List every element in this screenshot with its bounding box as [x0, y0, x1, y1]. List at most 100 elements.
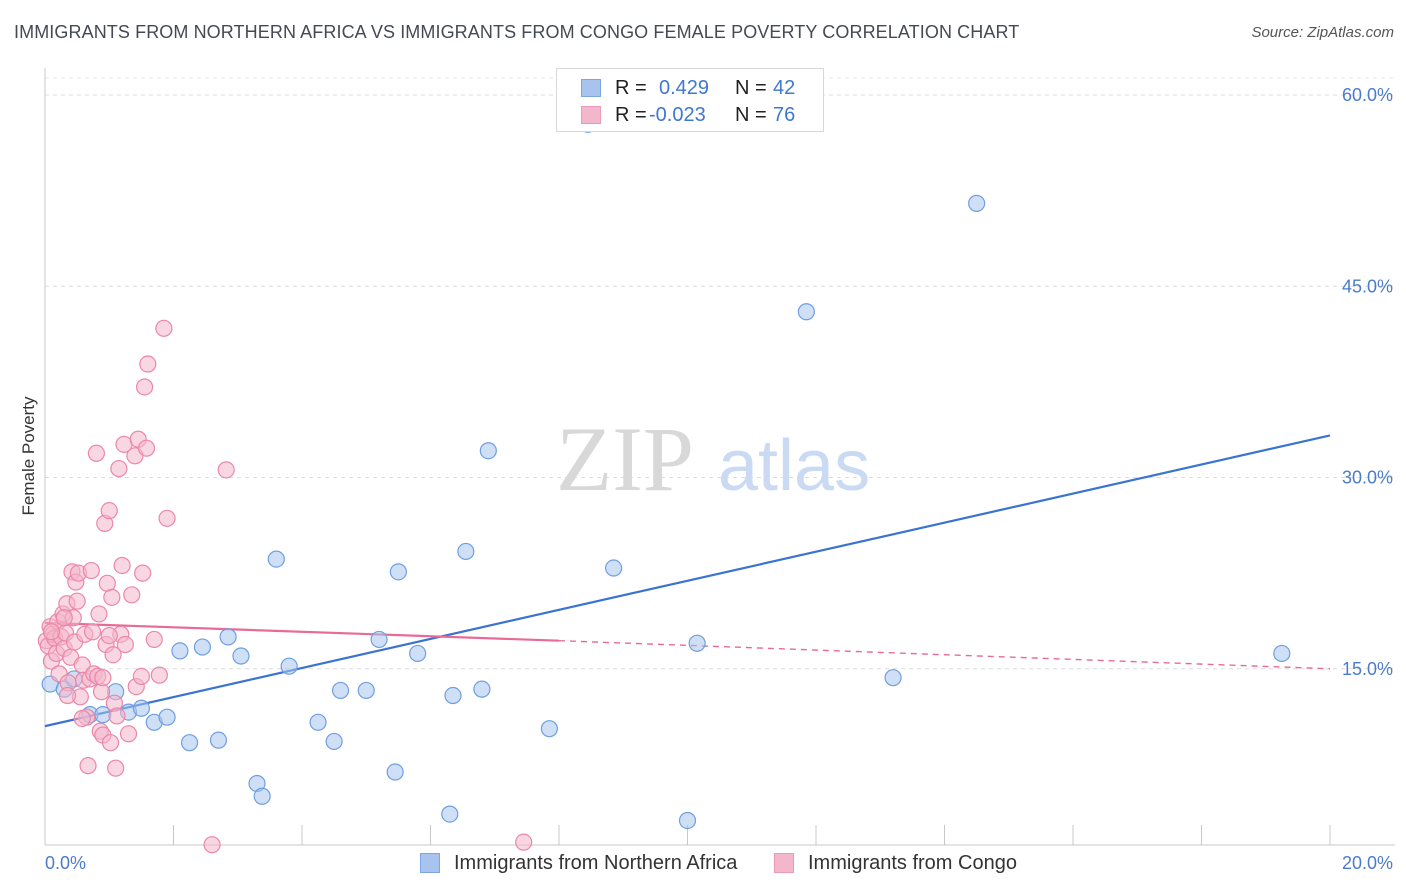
r-value: 0.429: [659, 77, 710, 99]
x-tick-label: 20.0%: [1342, 853, 1393, 873]
point-congo: [203, 836, 221, 854]
point-congo: [150, 666, 168, 684]
point-congo: [87, 444, 106, 462]
point-northern-africa: [473, 680, 491, 698]
point-congo: [94, 669, 112, 687]
y-axis-label: Female Poverty: [19, 396, 38, 516]
point-northern-africa: [968, 194, 986, 212]
point-congo: [103, 588, 121, 606]
legend-swatch-congo: [774, 853, 794, 873]
y-tick-label: 15.0%: [1342, 659, 1393, 679]
n-label: N =: [735, 77, 767, 99]
point-congo: [100, 626, 118, 645]
point-congo: [108, 707, 126, 725]
y-tick-labels: 15.0% 30.0% 45.0% 60.0%: [1342, 85, 1393, 679]
point-northern-africa: [267, 550, 285, 568]
grid-lines: [45, 77, 1395, 670]
point-congo: [145, 630, 163, 649]
r-value: -0.023: [649, 104, 706, 126]
point-congo: [119, 725, 138, 743]
n-label: N =: [735, 104, 767, 126]
watermark-atlas: atlas: [718, 426, 870, 506]
legend-label: Immigrants from Congo: [808, 852, 1017, 874]
point-congo: [79, 757, 97, 775]
point-northern-africa: [370, 630, 388, 649]
source-note: Source: ZipAtlas.com: [1251, 24, 1394, 41]
legend-swatch-northern-africa: [581, 79, 601, 97]
point-northern-africa: [688, 634, 706, 652]
point-northern-africa: [132, 699, 150, 717]
r-label: R =: [615, 77, 647, 99]
point-northern-africa: [331, 681, 350, 700]
n-value: 42: [773, 77, 796, 99]
point-congo: [101, 734, 120, 752]
y-tick-label: 60.0%: [1342, 85, 1393, 105]
point-northern-africa: [441, 805, 459, 823]
point-northern-africa: [479, 442, 497, 460]
trend-line: [44, 434, 1331, 728]
stats-legend: R = 0.429 N = 42 R = -0.023 N = 76: [556, 68, 824, 132]
x-tick-label: 0.0%: [45, 853, 86, 873]
point-northern-africa: [797, 303, 815, 321]
point-northern-africa: [389, 563, 407, 581]
point-northern-africa: [540, 720, 558, 738]
point-congo: [135, 378, 154, 396]
point-congo: [515, 833, 533, 851]
point-congo: [217, 461, 235, 479]
x-tick-labels: 0.0% 20.0%: [45, 853, 1393, 873]
point-congo: [42, 623, 61, 641]
point-congo: [110, 459, 128, 478]
point-northern-africa: [309, 713, 327, 731]
point-northern-africa: [193, 638, 212, 656]
point-congo: [134, 564, 152, 582]
point-northern-africa: [171, 642, 189, 660]
legend-swatch-congo: [581, 106, 601, 124]
point-northern-africa: [386, 763, 404, 781]
point-congo: [104, 646, 122, 664]
trend-line-extrapolated: [558, 640, 1331, 670]
point-congo: [137, 439, 156, 457]
y-tick-label: 45.0%: [1342, 276, 1393, 296]
point-northern-africa: [605, 559, 623, 577]
point-congo: [132, 667, 150, 686]
point-congo: [58, 686, 77, 705]
point-congo: [113, 556, 131, 575]
stats-row-congo: R = -0.023 N = 76: [557, 102, 823, 128]
point-northern-africa: [209, 731, 228, 749]
point-northern-africa: [357, 681, 375, 700]
watermark-zip: ZIP: [556, 408, 694, 510]
point-congo: [107, 759, 125, 777]
point-congo: [68, 592, 86, 610]
point-congo: [123, 586, 141, 604]
point-congo: [158, 509, 176, 527]
legend-swatch-northern-africa: [420, 853, 440, 873]
n-value: 76: [773, 104, 796, 126]
point-northern-africa: [409, 644, 427, 663]
y-tick-label: 30.0%: [1342, 468, 1393, 488]
point-congo: [116, 635, 134, 654]
point-congo: [82, 561, 100, 580]
chart-title: IMMIGRANTS FROM NORTHERN AFRICA VS IMMIG…: [14, 22, 1020, 42]
point-northern-africa: [253, 787, 271, 805]
r-label: R =: [615, 104, 647, 126]
point-northern-africa: [457, 542, 475, 561]
point-northern-africa: [1273, 644, 1291, 663]
series-legend: Immigrants from Northern Africa Immigran…: [0, 852, 1406, 878]
point-congo: [83, 623, 102, 641]
point-northern-africa: [180, 734, 199, 752]
trend-line: [44, 621, 560, 642]
stats-row-northern-africa: R = 0.429 N = 42: [557, 75, 823, 101]
point-congo: [73, 709, 91, 728]
point-congo: [90, 605, 108, 623]
trend-lines: [44, 434, 1331, 728]
data-points: [37, 115, 1291, 854]
point-northern-africa: [444, 686, 462, 705]
point-northern-africa: [219, 628, 237, 646]
point-northern-africa: [280, 657, 298, 675]
point-northern-africa: [158, 708, 176, 726]
legend-label: Immigrants from Northern Africa: [454, 852, 738, 874]
point-northern-africa: [325, 732, 343, 751]
point-northern-africa: [884, 669, 902, 687]
point-congo: [55, 609, 73, 627]
